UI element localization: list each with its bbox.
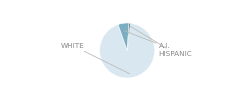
Text: HISPANIC: HISPANIC bbox=[130, 26, 192, 57]
Wedge shape bbox=[127, 23, 131, 50]
Text: A.I.: A.I. bbox=[125, 31, 170, 49]
Wedge shape bbox=[118, 23, 129, 50]
Wedge shape bbox=[100, 23, 155, 78]
Text: WHITE: WHITE bbox=[61, 43, 130, 74]
